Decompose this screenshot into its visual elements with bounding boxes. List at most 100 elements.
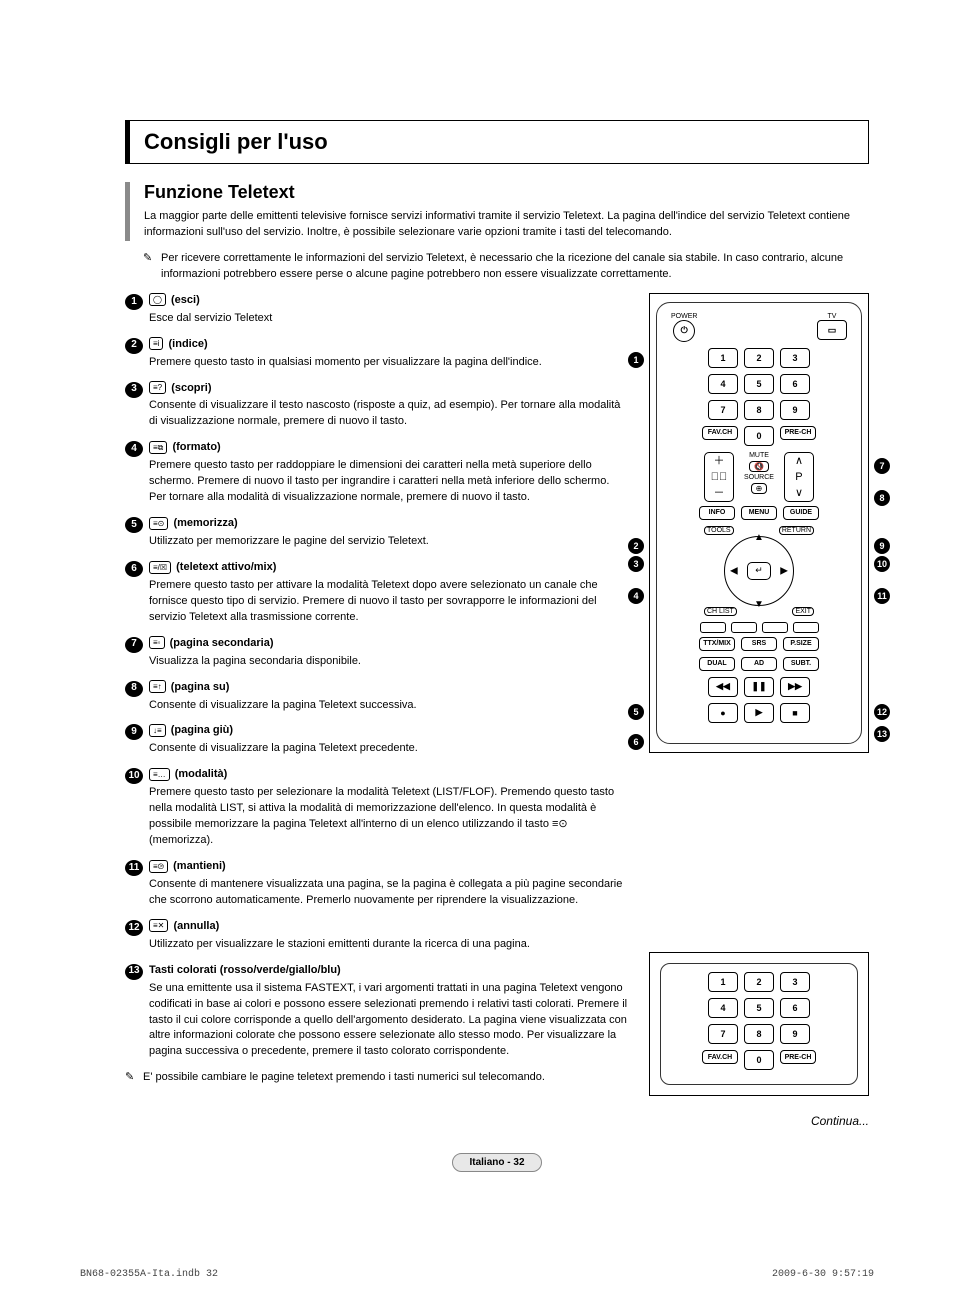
item-label: (memorizza) (173, 517, 237, 529)
callout-3: 3 (628, 556, 644, 572)
exit-button: EXIT (792, 607, 814, 616)
subt-button: SUBT. (783, 657, 819, 671)
guide-button: GUIDE (783, 506, 819, 520)
power-button: ⏻ (673, 320, 695, 342)
callout-6: 6 (628, 734, 644, 750)
footer-right: 2009-6-30 9:57:19 (772, 1269, 874, 1280)
list-item: 11 ≡⧁ (mantieni) Consente di mantenere v… (125, 859, 629, 909)
note-text: Per ricevere correttamente le informazio… (161, 251, 869, 283)
item-label: (scopri) (171, 382, 211, 394)
note-reception: ✎ Per ricevere correttamente le informaz… (143, 251, 869, 283)
item-number-badge: 4 (125, 441, 143, 457)
dual-button: DUAL (699, 657, 735, 671)
teletext-icon: ↓≡ (149, 724, 166, 737)
teletext-icon: ≡↑ (149, 680, 166, 693)
num-8: 8 (744, 1024, 774, 1044)
psize-button: P.SIZE (783, 637, 819, 651)
list-item: 12 ≡✕ (annulla) Utilizzato per visualizz… (125, 919, 629, 953)
item-number-badge: 6 (125, 561, 143, 577)
num-9: 9 (780, 400, 810, 420)
item-desc: Premere questo tasto in qualsiasi moment… (149, 355, 629, 371)
num-6: 6 (780, 998, 810, 1018)
list-item: 3 ≡? (scopri) Consente di visualizzare i… (125, 381, 629, 431)
num-2: 2 (744, 348, 774, 368)
item-desc: Se una emittente usa il sistema FASTEXT,… (149, 981, 629, 1061)
teletext-icon: ≡⧁ (149, 860, 168, 873)
note-numeric: ✎ E' possibile cambiare le pagine telete… (125, 1070, 629, 1086)
page-badge-text: Italiano - 32 (452, 1153, 541, 1172)
item-desc: Premere questo tasto per attivare la mod… (149, 578, 629, 626)
source-label: SOURCE (744, 474, 774, 481)
callout-2: 2 (628, 538, 644, 554)
list-item: 4 ≡⧉ (formato) Premere questo tasto per … (125, 440, 629, 506)
num-0: 0 (744, 1050, 774, 1070)
volume-rocker: ＋�⃫－ (704, 452, 734, 502)
footer-left: BN68-02355A-Ita.indb 32 (80, 1269, 218, 1280)
callout-9: 9 (874, 538, 890, 554)
callout-12: 12 (874, 704, 890, 720)
dpad: TOOLS RETURN CH LIST EXIT ↵ ▲ ▼ ◀ ▶ (704, 526, 814, 616)
arrow-down-icon: ▼ (754, 599, 764, 610)
ttxmix-button: TTX/MIX (699, 637, 735, 651)
item-number-badge: 9 (125, 724, 143, 740)
ad-button: AD (741, 657, 777, 671)
continue-text: Continua... (125, 1114, 869, 1128)
record-button: ● (708, 703, 738, 723)
num-1: 1 (708, 972, 738, 992)
item-number-badge: 8 (125, 681, 143, 697)
teletext-icon: ◯ (149, 293, 166, 306)
tools-button: TOOLS (704, 526, 734, 535)
list-item: 8 ≡↑ (pagina su) Consente di visualizzar… (125, 680, 629, 714)
intro-text: La maggior parte delle emittenti televis… (144, 209, 869, 241)
num-6: 6 (780, 374, 810, 394)
callout-13: 13 (874, 726, 890, 742)
item-number-badge: 5 (125, 517, 143, 533)
item-desc: Consente di visualizzare la pagina Telet… (149, 741, 629, 757)
item-desc: Premere questo tasto per raddoppiare le … (149, 458, 629, 506)
item-desc: Consente di visualizzare la pagina Telet… (149, 698, 629, 714)
prech-button: PRE-CH (780, 1050, 816, 1064)
page-badge: Italiano - 32 (125, 1152, 869, 1172)
item-desc: Utilizzato per visualizzare le stazioni … (149, 937, 629, 953)
p-label: P (795, 469, 802, 485)
mute-label: MUTE (749, 452, 769, 459)
list-item: 10 ≡… (modalità) Premere questo tasto pe… (125, 767, 629, 849)
callout-10: 10 (874, 556, 890, 572)
list-item: 5 ≡⊙ (memorizza) Utilizzato per memorizz… (125, 516, 629, 550)
pause-button: ❚❚ (744, 677, 774, 697)
item-label: Tasti colorati (rosso/verde/giallo/blu) (149, 964, 341, 976)
subtitle: Funzione Teletext (144, 182, 869, 203)
source-button: ⊕ (751, 483, 768, 494)
document-footer: BN68-02355A-Ita.indb 32 2009-6-30 9:57:1… (80, 1269, 874, 1280)
callout-8: 8 (874, 490, 890, 506)
list-item: 9 ↓≡ (pagina giù) Consente di visualizza… (125, 723, 629, 757)
note-text: E' possibile cambiare le pagine teletext… (143, 1070, 545, 1086)
teletext-icon: ≡i (149, 337, 163, 350)
num-3: 3 (780, 972, 810, 992)
teletext-icon: ≡◦ (149, 636, 165, 649)
menu-button: MENU (741, 506, 777, 520)
teletext-icon: ≡✕ (149, 919, 168, 932)
num-5: 5 (744, 374, 774, 394)
arrow-up-icon: ▲ (754, 532, 764, 543)
num-2: 2 (744, 972, 774, 992)
list-item: 13 Tasti colorati (rosso/verde/giallo/bl… (125, 963, 629, 1061)
item-label: (formato) (172, 441, 220, 453)
rewind-button: ◀◀ (708, 677, 738, 697)
color-buttons (665, 622, 853, 633)
item-desc: Premere questo tasto per selezionare la … (149, 785, 629, 849)
callout-7: 7 (874, 458, 890, 474)
item-label: (teletext attivo/mix) (176, 561, 276, 573)
num-3: 3 (780, 348, 810, 368)
item-number-badge: 7 (125, 637, 143, 653)
teletext-icon: ≡? (149, 381, 166, 394)
prech-button: PRE-CH (780, 426, 816, 440)
power-label: POWER (671, 313, 697, 320)
item-label: (esci) (171, 294, 200, 306)
stop-button: ■ (780, 703, 810, 723)
item-number-badge: 11 (125, 860, 143, 876)
item-number-badge: 3 (125, 382, 143, 398)
info-button: INFO (699, 506, 735, 520)
item-label: (pagina secondaria) (170, 637, 274, 649)
num-7: 7 (708, 1024, 738, 1044)
